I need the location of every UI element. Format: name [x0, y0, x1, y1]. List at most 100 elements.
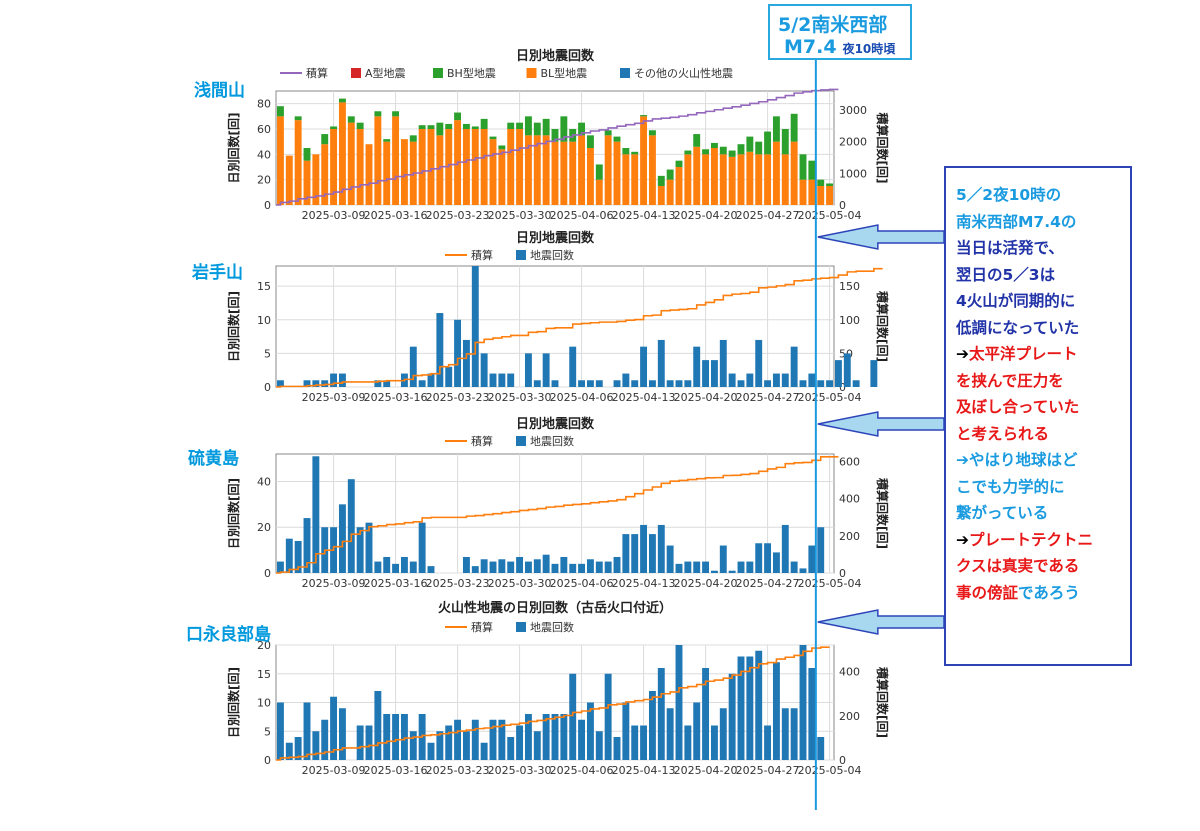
bar: [507, 561, 515, 573]
bar: [799, 179, 807, 205]
y-tick-label: 0: [264, 199, 271, 212]
bar: [737, 144, 745, 155]
bar: [418, 522, 426, 573]
bar: [507, 737, 515, 760]
legend-label: 積算: [471, 620, 493, 634]
bar: [533, 731, 541, 760]
commentary-text: ➔やはり地球はど: [956, 451, 1078, 469]
x-tick-label: 2025-04-13: [612, 209, 676, 222]
bar: [728, 150, 736, 157]
bar: [276, 380, 284, 387]
bar: [409, 561, 417, 573]
bar: [551, 563, 559, 573]
commentary-box: 5／2夜10時の 南米西部M7.4の 当日は活発で、 翌日の5／3は 4火山が同期的に低…: [944, 166, 1132, 666]
bar: [710, 570, 718, 573]
bar: [427, 129, 435, 205]
bar: [276, 116, 284, 205]
bar: [498, 373, 506, 387]
commentary-line: ➔プレートテクトニ: [956, 527, 1124, 554]
bar: [764, 154, 772, 205]
bar: [613, 380, 621, 387]
bar: [454, 719, 462, 760]
x-tick-label: 2025-03-23: [426, 764, 490, 777]
bar: [755, 154, 763, 205]
chart-legend: 積算 地震回数: [445, 620, 574, 634]
bar: [560, 714, 568, 760]
y2-tick-label: 150: [839, 280, 860, 293]
bar: [817, 737, 825, 760]
x-tick-label: 2025-03-16: [364, 764, 428, 777]
bar: [409, 731, 417, 760]
bar: [551, 380, 559, 387]
bar: [445, 725, 453, 760]
legend-swatch-bar: [433, 68, 443, 78]
y-tick-label: 10: [257, 697, 271, 710]
bar: [471, 266, 479, 387]
x-tick-label: 2025-04-20: [674, 764, 738, 777]
legend-label: 地震回数: [530, 435, 574, 448]
bar: [595, 164, 603, 180]
bar: [799, 645, 807, 760]
bar: [507, 373, 515, 387]
bar: [312, 456, 320, 573]
chart-title: 日別地震回数: [516, 230, 595, 246]
x-tick-label: 2025-03-30: [488, 391, 552, 404]
x-tick-label: 2025-03-09: [302, 209, 366, 222]
bar: [808, 160, 816, 180]
bar: [365, 725, 373, 760]
y-tick-label: 60: [257, 123, 271, 136]
bar: [808, 668, 816, 760]
bar: [409, 135, 417, 142]
bar: [826, 183, 834, 186]
bar: [684, 380, 692, 387]
bar: [524, 561, 532, 573]
commentary-text: こでも力学的に: [956, 477, 1065, 496]
bar: [799, 380, 807, 387]
bar: [303, 702, 311, 760]
bar: [675, 645, 683, 760]
bar: [772, 373, 780, 387]
bar: [418, 129, 426, 205]
bar: [684, 150, 692, 155]
bar: [294, 737, 302, 760]
bar: [728, 673, 736, 760]
bar: [480, 118, 488, 129]
bar: [480, 742, 488, 760]
y-tick-label: 20: [257, 639, 271, 652]
bar: [586, 702, 594, 760]
bar: [781, 708, 789, 760]
bar: [321, 719, 329, 760]
bar: [834, 360, 842, 387]
bar: [560, 116, 568, 142]
bar: [569, 673, 577, 760]
bar: [764, 543, 772, 573]
volcano-label-iwate: 岩手山: [192, 263, 243, 283]
y2-axis-label: 積算回数[回]: [875, 666, 890, 738]
y-axis-label: 日別回数[回]: [226, 113, 241, 184]
bar: [808, 545, 816, 573]
commentary-text: ➔: [956, 345, 969, 363]
bar: [507, 129, 515, 205]
bar: [631, 534, 639, 573]
bar: [374, 380, 382, 387]
bar: [781, 129, 789, 155]
legend-label: A型地震: [365, 66, 406, 80]
bar: [498, 559, 506, 573]
x-tick-label: 2025-04-20: [674, 577, 738, 590]
bar: [622, 154, 630, 205]
bar: [595, 179, 603, 205]
commentary-line: 繋がっている: [956, 500, 1124, 527]
bar: [728, 570, 736, 573]
commentary-text: ➔: [956, 530, 969, 549]
bar: [684, 154, 692, 205]
y-tick-label: 5: [264, 347, 271, 360]
bar: [675, 167, 683, 205]
bar: [719, 154, 727, 205]
bar: [728, 373, 736, 387]
bar: [303, 518, 311, 573]
bar: [489, 561, 497, 573]
bar: [498, 719, 506, 760]
bar: [542, 135, 550, 205]
